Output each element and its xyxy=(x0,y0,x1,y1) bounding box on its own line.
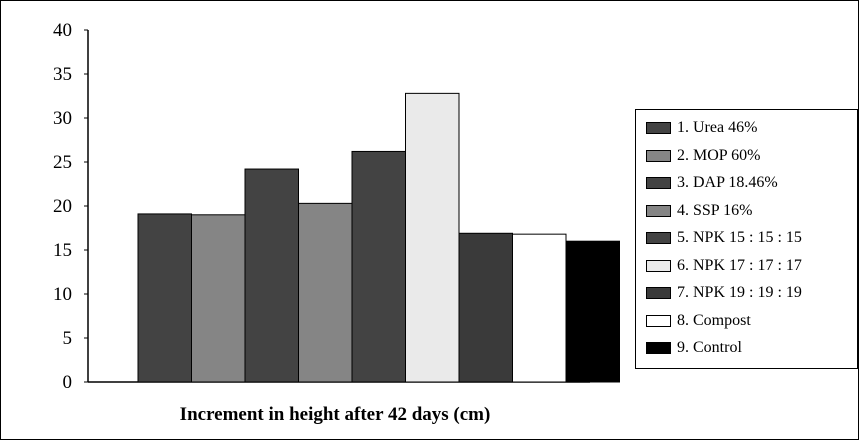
legend: 1. Urea 46% 2. MOP 60% 3. DAP 18.46% 4. SSP… xyxy=(635,109,858,369)
y-tick-label: 15 xyxy=(53,240,72,261)
legend-swatch xyxy=(646,122,671,134)
bar-3 xyxy=(244,168,299,383)
legend-item: 9. Control xyxy=(646,336,742,360)
y-tick-label: 25 xyxy=(53,152,72,173)
legend-item: 2. MOP 60% xyxy=(646,144,760,168)
legend-swatch xyxy=(646,177,671,189)
y-tick-label: 0 xyxy=(63,372,73,393)
legend-swatch xyxy=(646,287,671,299)
y-tick-label: 5 xyxy=(63,328,73,349)
legend-label: 2. MOP 60% xyxy=(677,146,761,164)
y-tick-label: 35 xyxy=(53,64,72,85)
y-ticks: 0 5 10 15 20 25 30 35 40 xyxy=(53,20,88,393)
legend-label: 9. Control xyxy=(677,339,742,356)
x-axis-label: Increment in height after 42 days (cm) xyxy=(180,404,491,425)
bars xyxy=(137,92,620,383)
legend-item: 6. NPK 17 : 17 : 17 xyxy=(646,254,802,278)
legend-item: 7. NPK 19 : 19 : 19 xyxy=(646,281,802,305)
y-tick-label: 20 xyxy=(53,196,72,217)
legend-label: 6. NPK 17 : 17 : 17 xyxy=(677,256,802,274)
y-tick-label: 40 xyxy=(53,20,72,41)
legend-swatch xyxy=(646,149,671,162)
legend-swatch xyxy=(646,342,671,354)
legend-item: 3. DAP 18.46% xyxy=(646,171,778,195)
bar-5 xyxy=(351,150,406,383)
bar-1 xyxy=(137,213,192,383)
legend-item: 8. Compost xyxy=(646,309,751,333)
bar-8 xyxy=(512,233,567,383)
legend-label: 4. SSP 16% xyxy=(677,201,753,219)
legend-item: 5. NPK 15 : 15 : 15 xyxy=(646,226,802,250)
y-tick-label: 10 xyxy=(53,284,72,305)
y-tick-label: 30 xyxy=(53,108,72,129)
legend-swatch xyxy=(646,232,671,244)
bar-9 xyxy=(565,240,620,383)
bar-2 xyxy=(191,214,246,383)
legend-label: 3. DAP 18.46% xyxy=(677,174,778,191)
legend-swatch xyxy=(646,314,671,327)
legend-label: 1. Urea 46% xyxy=(677,119,758,136)
legend-label: 7. NPK 19 : 19 : 19 xyxy=(677,284,802,301)
legend-label: 5. NPK 15 : 15 : 15 xyxy=(677,229,802,246)
legend-label: 8. Compost xyxy=(677,311,751,329)
bar-7 xyxy=(458,232,513,383)
legend-swatch xyxy=(646,204,671,217)
legend-item: 4. SSP 16% xyxy=(646,199,752,223)
bar-6 xyxy=(405,92,460,383)
legend-swatch xyxy=(646,259,671,272)
legend-item: 1. Urea 46% xyxy=(646,116,757,140)
bar-4 xyxy=(298,202,353,383)
